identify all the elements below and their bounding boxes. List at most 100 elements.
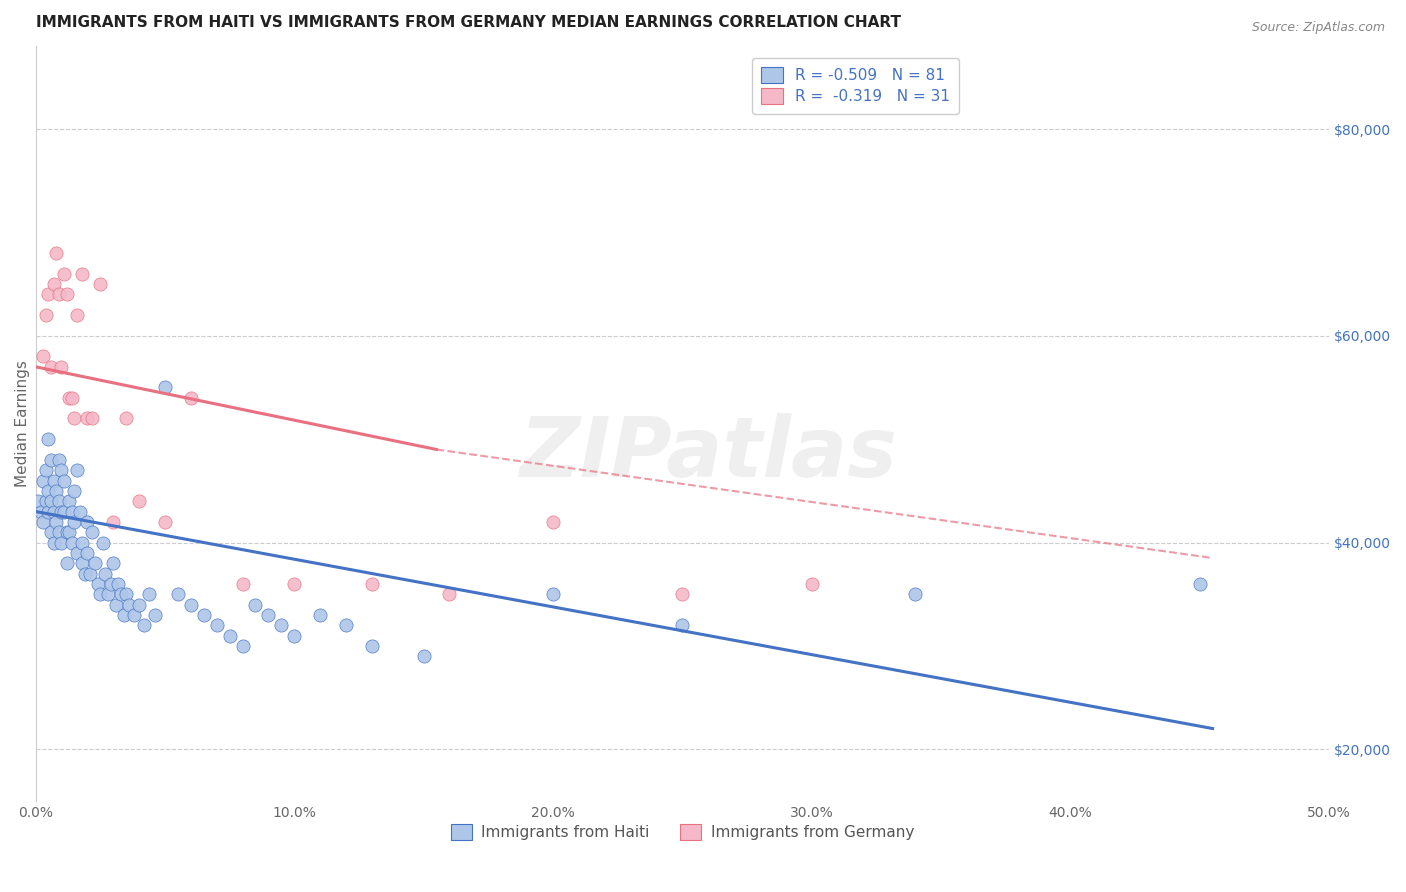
Point [115, 587, 138, 601]
Point [82, 525, 104, 540]
Point [70, 556, 93, 570]
Legend: Immigrants from Haiti, Immigrants from Germany: Immigrants from Haiti, Immigrants from G… [444, 818, 920, 846]
Point [89, 277, 111, 292]
Point [73, 566, 96, 581]
Point [128, 598, 150, 612]
Point [231, 577, 253, 591]
Point [32, 515, 55, 529]
Point [143, 607, 166, 622]
Point [55, 556, 77, 570]
Point [51, 463, 73, 477]
Point [335, 618, 357, 632]
Point [39, 453, 62, 467]
Point [218, 628, 240, 642]
Point [101, 515, 124, 529]
Point [37, 483, 59, 498]
Point [32, 350, 55, 364]
Point [100, 577, 122, 591]
Point [110, 587, 132, 601]
Text: IMMIGRANTS FROM HAITI VS IMMIGRANTS FROM GERMANY MEDIAN EARNINGS CORRELATION CHA: IMMIGRANTS FROM HAITI VS IMMIGRANTS FROM… [35, 15, 901, 30]
Point [35, 463, 58, 477]
Point [97, 587, 120, 601]
Point [69, 504, 91, 518]
Point [89, 587, 111, 601]
Point [53, 504, 76, 518]
Point [412, 649, 434, 664]
Point [104, 598, 127, 612]
Point [45, 483, 67, 498]
Point [55, 525, 77, 540]
Point [309, 607, 332, 622]
Text: ZIPatlas: ZIPatlas [519, 413, 897, 494]
Point [39, 359, 62, 374]
Point [32, 474, 55, 488]
Point [86, 577, 108, 591]
Point [58, 391, 80, 405]
Point [84, 556, 107, 570]
Point [360, 577, 382, 591]
Point [51, 535, 73, 549]
Point [35, 494, 58, 508]
Point [122, 607, 145, 622]
Point [257, 607, 280, 622]
Point [37, 287, 59, 301]
Point [53, 267, 76, 281]
Point [60, 535, 83, 549]
Point [166, 587, 188, 601]
Point [58, 525, 80, 540]
Point [35, 308, 58, 322]
Point [51, 504, 73, 518]
Point [91, 535, 114, 549]
Point [283, 577, 305, 591]
Point [63, 411, 86, 425]
Point [270, 618, 292, 632]
Point [76, 546, 98, 560]
Point [107, 577, 129, 591]
Point [1188, 577, 1211, 591]
Point [42, 277, 65, 292]
Point [94, 566, 117, 581]
Point [76, 411, 98, 425]
Point [60, 504, 83, 518]
Point [45, 246, 67, 260]
Point [245, 598, 267, 612]
Point [101, 556, 124, 570]
Point [193, 607, 215, 622]
Point [76, 515, 98, 529]
Point [42, 474, 65, 488]
Point [800, 577, 823, 591]
Point [53, 474, 76, 488]
Point [70, 535, 93, 549]
Point [138, 587, 160, 601]
Point [153, 515, 176, 529]
Point [180, 598, 202, 612]
Point [58, 494, 80, 508]
Point [541, 515, 564, 529]
Point [37, 504, 59, 518]
Point [42, 504, 65, 518]
Point [70, 267, 93, 281]
Point [128, 494, 150, 508]
Y-axis label: Median Earnings: Median Earnings [15, 360, 30, 487]
Text: Source: ZipAtlas.com: Source: ZipAtlas.com [1251, 21, 1385, 34]
Point [48, 525, 70, 540]
Point [66, 463, 89, 477]
Point [118, 598, 141, 612]
Point [48, 494, 70, 508]
Point [45, 515, 67, 529]
Point [180, 391, 202, 405]
Point [39, 494, 62, 508]
Point [112, 607, 135, 622]
Point [904, 587, 927, 601]
Point [66, 546, 89, 560]
Point [63, 515, 86, 529]
Point [231, 639, 253, 653]
Point [541, 587, 564, 601]
Point [412, 804, 434, 818]
Point [27, 494, 49, 508]
Point [153, 380, 176, 394]
Point [439, 587, 461, 601]
Point [48, 453, 70, 467]
Point [671, 618, 693, 632]
Point [671, 587, 693, 601]
